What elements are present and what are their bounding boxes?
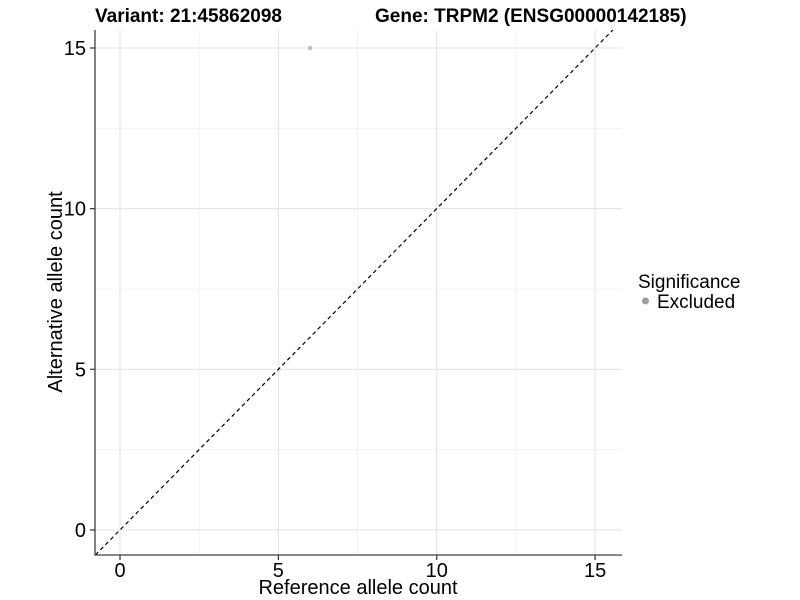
y-tick-label: 0 xyxy=(75,520,86,542)
y-tick-label: 5 xyxy=(75,359,86,381)
x-tick-label: 0 xyxy=(114,560,125,582)
gene-title: Gene: TRPM2 (ENSG00000142185) xyxy=(375,6,687,27)
x-axis-title: Reference allele count xyxy=(258,577,457,599)
legend-item-label: Excluded xyxy=(657,292,735,313)
x-tick-label: 15 xyxy=(584,560,606,582)
data-point xyxy=(307,45,313,51)
x-tick-label: 10 xyxy=(426,560,448,582)
legend-dot-icon xyxy=(642,297,649,305)
y-axis-title: Alternative allele count xyxy=(45,191,67,393)
chart-layer: 0 5 10 15 0 5 10 15 xyxy=(64,29,622,582)
identity-line xyxy=(94,29,614,556)
legend: Significance Excluded xyxy=(638,272,740,313)
x-tick-label: 5 xyxy=(273,560,284,582)
legend-item-excluded: Excluded xyxy=(642,292,735,313)
y-tick-label: 15 xyxy=(64,38,86,60)
legend-title: Significance xyxy=(638,272,740,293)
y-tick-label: 10 xyxy=(64,199,86,221)
variant-title: Variant: 21:45862098 xyxy=(95,6,282,27)
